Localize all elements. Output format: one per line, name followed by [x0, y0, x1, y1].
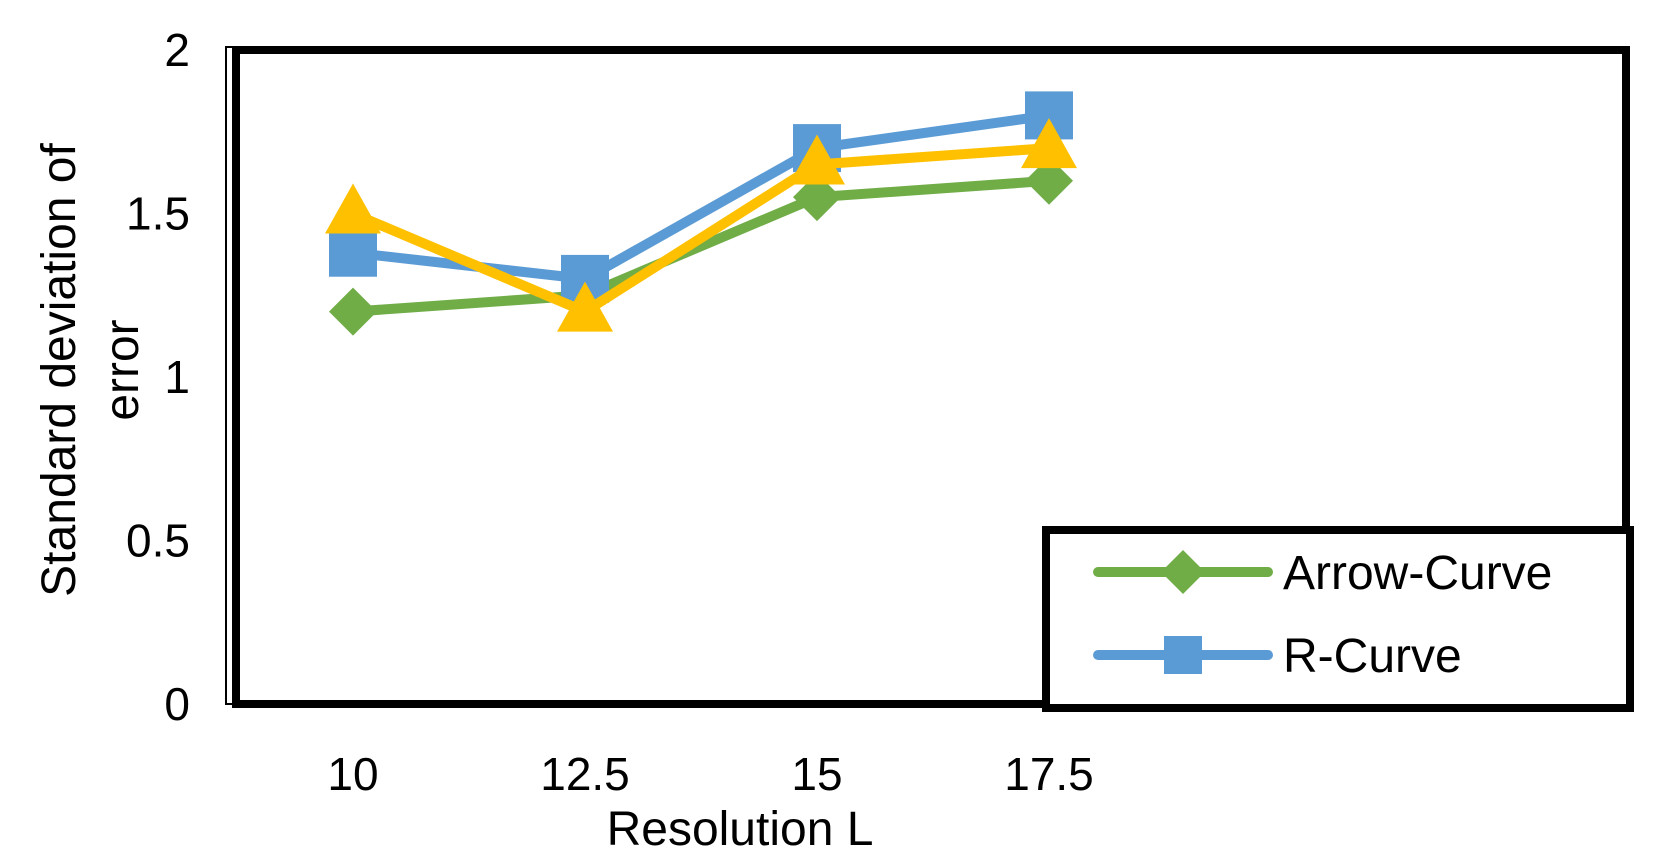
y-tick-label: 2	[164, 24, 190, 76]
legend-label-r-curve: R-Curve	[1283, 630, 1462, 683]
series-line-series-3	[348, 143, 1054, 317]
data-point-triangle	[1021, 118, 1077, 169]
data-point-triangle	[557, 281, 613, 332]
y-tick-label: 1	[164, 351, 190, 403]
y-axis-title-line-2: error	[96, 319, 149, 420]
legend: Arrow-Curve R-Curve	[1042, 526, 1634, 712]
y-axis-ticks: 0 0.5 1 1.5 2	[126, 24, 190, 730]
legend-marker-diamond	[1161, 550, 1205, 594]
y-axis-title-line-1: Standard deviation of	[33, 143, 86, 597]
legend-marker-square	[1164, 636, 1202, 674]
y-tick-label: 1.5	[126, 188, 190, 240]
legend-box	[1042, 526, 1634, 712]
y-tick-label: 0.5	[126, 515, 190, 567]
x-axis-title: Resolution L	[607, 803, 874, 856]
data-point-diamond	[329, 287, 377, 336]
x-tick-label: 15	[791, 748, 842, 800]
data-point-triangle	[325, 183, 381, 234]
x-tick-label: 17.5	[1004, 748, 1094, 800]
x-tick-label: 10	[327, 748, 378, 800]
data-point-diamond	[1025, 156, 1073, 205]
legend-label-arrow-curve: Arrow-Curve	[1283, 547, 1552, 600]
y-tick-label: 0	[164, 678, 190, 730]
series-line-arrow-curve	[348, 175, 1054, 317]
series-group	[325, 91, 1077, 336]
data-point-triangle	[789, 134, 845, 185]
data-point-square	[329, 228, 377, 277]
data-point-diamond	[793, 173, 841, 222]
x-tick-label: 12.5	[540, 748, 630, 800]
x-axis-ticks: 10 12.5 15 17.5	[327, 748, 1093, 800]
